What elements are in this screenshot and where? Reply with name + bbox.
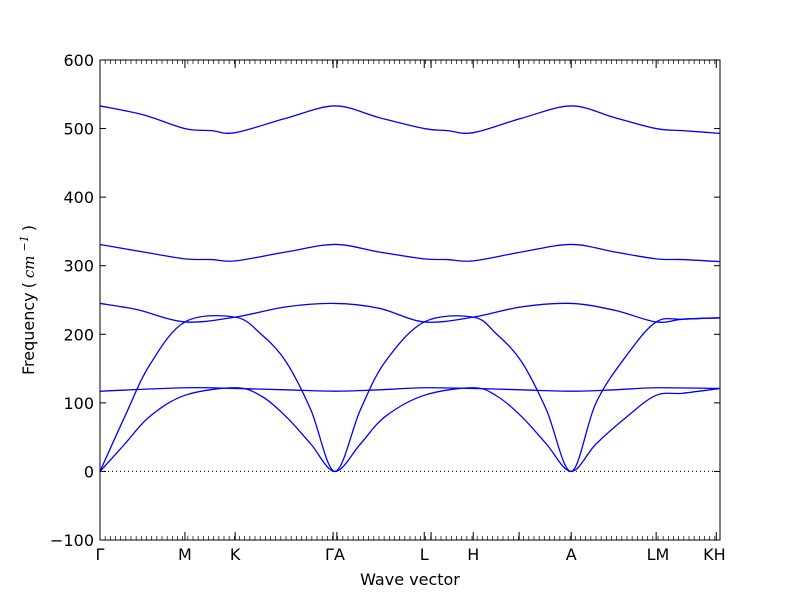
- x-tick-label: KH: [703, 545, 726, 564]
- band-line-6: [99, 387, 721, 473]
- band-line-1: [99, 105, 721, 135]
- y-axis-label-open-paren: (: [19, 282, 38, 288]
- x-tick-label: ΓA: [325, 545, 345, 564]
- y-axis-label-unit-exponent: −1: [18, 235, 31, 251]
- x-axis-ticks: Γ M K ΓA L H A LM KH: [96, 60, 726, 564]
- x-tick-label: H: [467, 545, 479, 564]
- y-axis-label-text: Frequency: [19, 292, 38, 375]
- y-tick-label: 400: [63, 188, 94, 207]
- y-axis-label: Frequency ( cm −1 ): [15, 225, 38, 375]
- x-tick-label: M: [178, 545, 192, 564]
- y-tick-label: 0: [84, 462, 94, 481]
- y-axis-label-unit: cm: [20, 255, 38, 278]
- x-tick-label: K: [230, 545, 241, 564]
- band-line-4: [99, 314, 721, 473]
- band-line-3: [99, 302, 721, 323]
- x-axis-label: Wave vector: [360, 570, 460, 589]
- x-tick-label: L: [420, 545, 429, 564]
- plot-frame: [99, 59, 721, 541]
- y-tick-label: 500: [63, 120, 94, 139]
- y-tick-label: −100: [50, 531, 94, 550]
- series-layer: [99, 105, 721, 473]
- y-tick-label: 600: [63, 51, 94, 70]
- y-axis-label-close-paren: ): [19, 225, 38, 231]
- x-tick-label: LM: [647, 545, 670, 564]
- band-line-2: [99, 243, 721, 263]
- x-tick-label: Γ: [96, 545, 105, 564]
- y-tick-label: 300: [63, 257, 94, 276]
- y-tick-label: 100: [63, 394, 94, 413]
- y-axis-label-group: Frequency ( cm −1 ): [15, 225, 38, 375]
- x-tick-label: A: [566, 545, 577, 564]
- y-tick-label: 200: [63, 325, 94, 344]
- minor-tick-layer: [104, 60, 716, 540]
- y-axis-ticks: −100 0 100 200 300 400 500 600: [50, 51, 720, 550]
- band-line-5: [99, 386, 721, 392]
